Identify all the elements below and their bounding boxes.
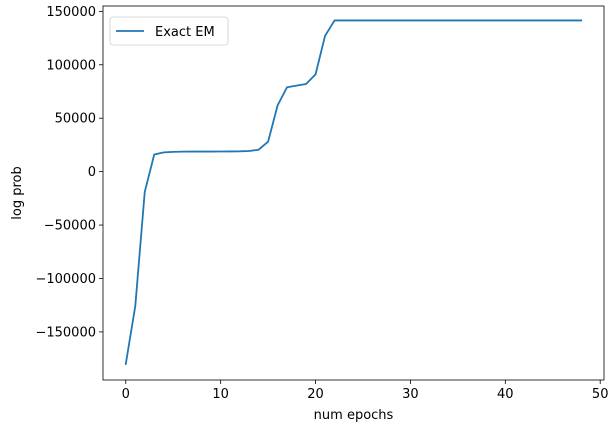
y-tick-label: −100000	[35, 272, 96, 287]
series-line-exact-em	[124, 19, 583, 366]
x-tick-label: 50	[592, 387, 609, 402]
x-tick-label: 40	[497, 387, 514, 402]
x-axis-label: num epochs	[314, 408, 394, 423]
y-tick-label: −50000	[44, 219, 96, 234]
x-tick-label: 0	[122, 387, 130, 402]
legend: Exact EM	[109, 16, 229, 46]
plot-frame	[102, 5, 605, 381]
x-tick-label: 30	[402, 387, 419, 402]
y-tick-label: −150000	[35, 325, 96, 340]
x-tick-label: 10	[212, 387, 229, 402]
y-tick-label: 150000	[46, 5, 96, 20]
x-tick-label: 20	[307, 387, 324, 402]
y-tick-label: 50000	[55, 112, 96, 127]
x-axis-ticks: 0 10 20 30 40 50	[122, 380, 609, 402]
series-layer	[124, 19, 583, 366]
legend-label-exact-em: Exact EM	[155, 25, 215, 40]
y-tick-label: 100000	[46, 58, 96, 73]
y-axis-label: log prob	[10, 166, 25, 219]
y-tick-label: 0	[88, 165, 96, 180]
y-axis-ticks: −150000 −100000 −50000 0 50000 100000 150000	[35, 5, 103, 340]
legend-box	[109, 16, 229, 46]
